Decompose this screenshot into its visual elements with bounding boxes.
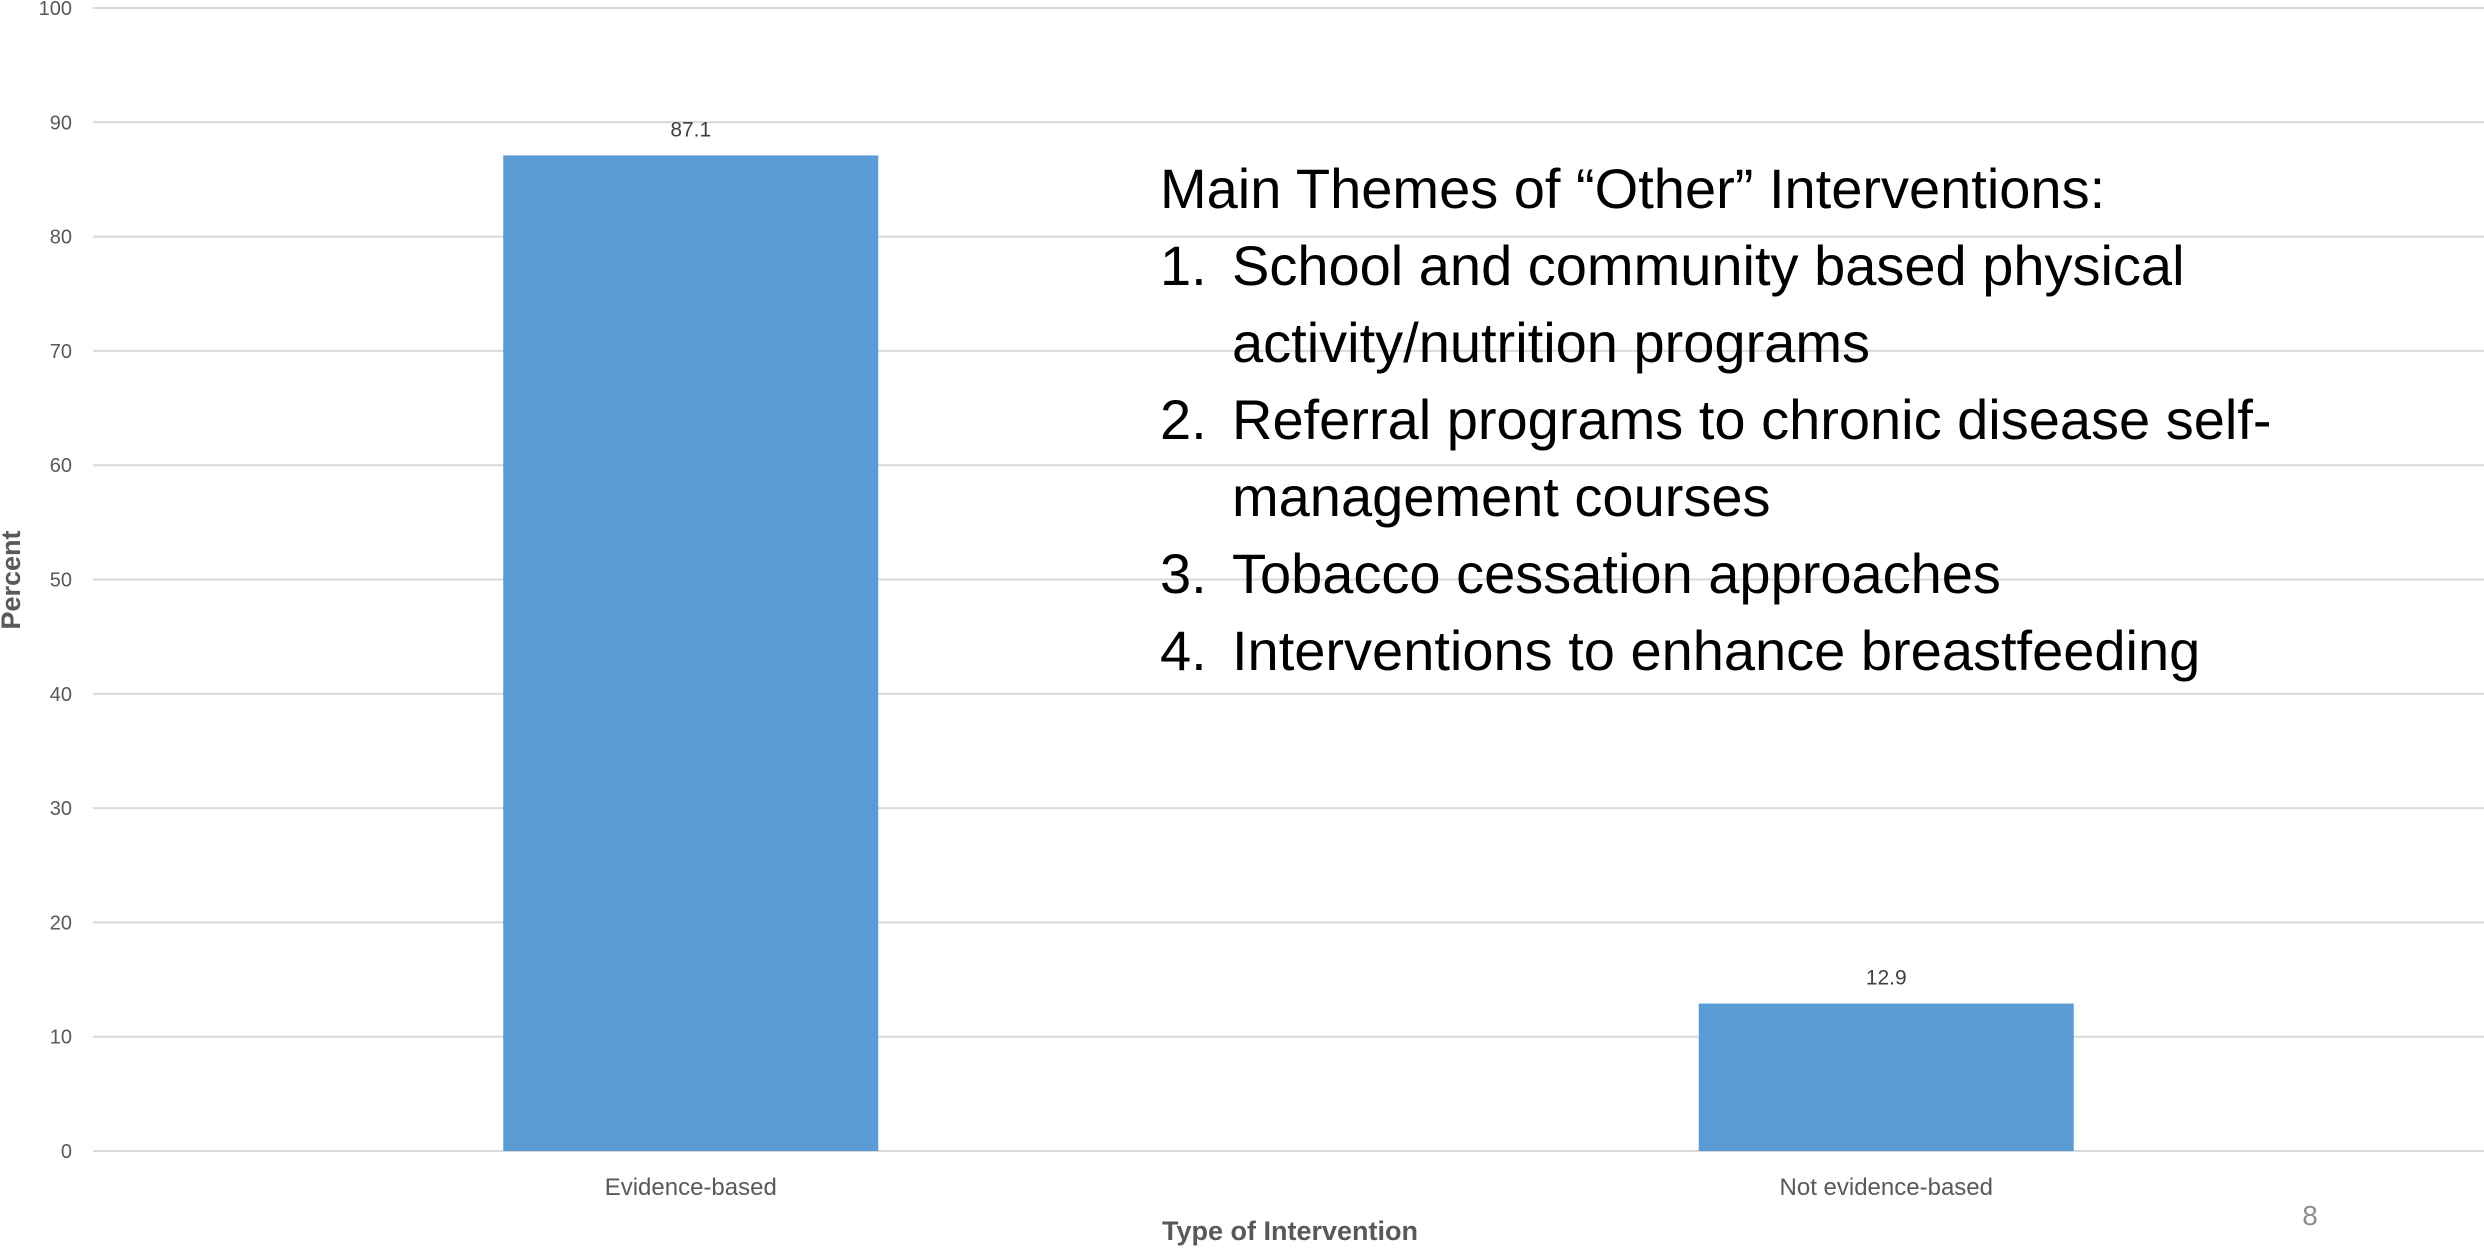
x-axis-title: Type of Intervention (1162, 1216, 1418, 1246)
bar-data-label: 87.1 (670, 118, 711, 141)
y-tick-label: 20 (50, 912, 72, 934)
theme-item: 2. Referral programs to chronic disease … (1160, 381, 2410, 535)
theme-number: 2. (1160, 388, 1207, 451)
y-tick-label: 100 (39, 0, 72, 20)
theme-text: Interventions to enhance breastfeeding (1232, 619, 2201, 682)
y-tick-label: 80 (50, 227, 72, 249)
y-tick-label: 10 (50, 1027, 72, 1049)
y-tick-label: 40 (50, 684, 72, 706)
theme-number: 4. (1160, 619, 1207, 682)
bar-data-label: 12.9 (1866, 967, 1907, 990)
y-axis-ticks: 0 10 20 30 40 50 60 70 80 90 100 (39, 0, 72, 1163)
themes-list: 1. School and community based physical a… (1160, 227, 2410, 689)
theme-item: 1. School and community based physical a… (1160, 227, 2410, 381)
theme-text: Tobacco cessation approaches (1232, 542, 2001, 605)
y-tick-label: 60 (50, 455, 72, 477)
x-axis-ticks: Evidence-based Not evidence-based (605, 1174, 1993, 1201)
y-tick-label: 30 (50, 798, 72, 820)
gridlines (93, 7, 2484, 1152)
theme-item: 4. Interventions to enhance breastfeedin… (1160, 612, 2410, 689)
theme-text: School and community based physical acti… (1232, 234, 2185, 374)
y-tick-label: 70 (50, 341, 72, 363)
x-tick-label: Evidence-based (605, 1174, 777, 1201)
x-tick-label: Not evidence-based (1780, 1174, 1993, 1201)
theme-number: 3. (1160, 542, 1207, 605)
bar (1698, 1003, 2074, 1151)
bars: 87.1 12.9 (503, 118, 2074, 1151)
y-axis-title: Percent (0, 530, 26, 629)
y-tick-label: 90 (50, 112, 72, 134)
page-number: 8 (2302, 1200, 2318, 1231)
y-tick-label: 50 (50, 570, 72, 592)
themes-textbox: Main Themes of “Other” Interventions: 1.… (1160, 150, 2410, 689)
y-tick-label: 0 (61, 1141, 72, 1163)
theme-item: 3. Tobacco cessation approaches (1160, 535, 2410, 612)
themes-heading: Main Themes of “Other” Interventions: (1160, 157, 2106, 220)
bar (503, 155, 879, 1151)
theme-text: Referral programs to chronic disease sel… (1232, 388, 2272, 528)
theme-number: 1. (1160, 234, 1207, 297)
